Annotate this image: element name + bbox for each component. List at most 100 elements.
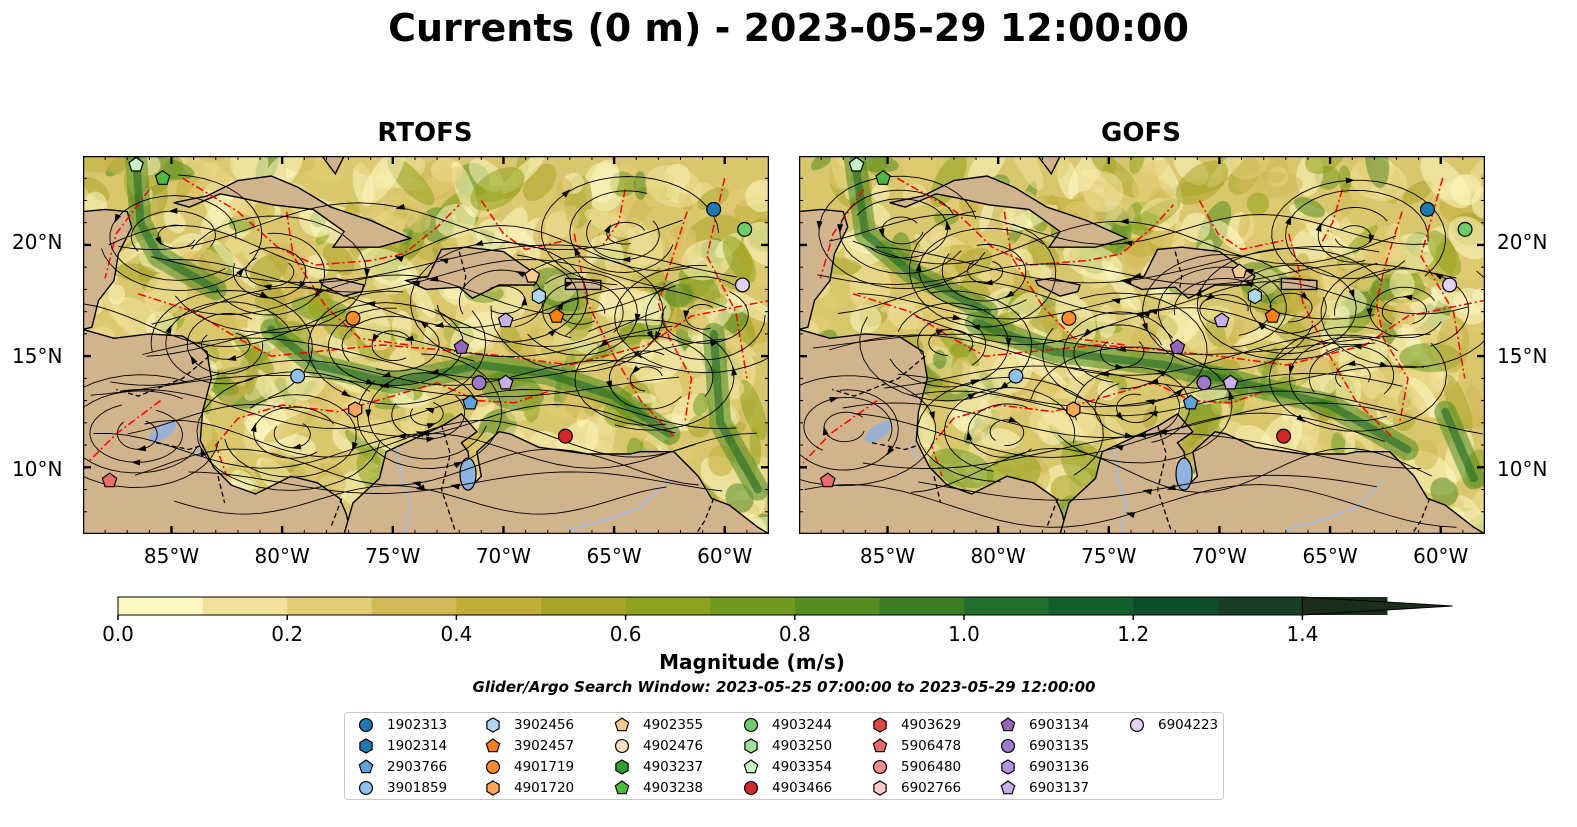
legend-marker-pentagon-icon: [872, 738, 888, 753]
streamlines: [799, 175, 1485, 528]
float-marker-4902355: [1231, 263, 1248, 279]
y-tick-20n-right: 20°N: [1497, 230, 1548, 254]
legend-marker-circle-icon: [1129, 717, 1145, 733]
legend-item-6902766: 6902766: [871, 779, 961, 797]
legend-item-4903466: 4903466: [742, 779, 832, 797]
country-border: [330, 498, 343, 528]
legend-marker-circle-icon: [358, 717, 374, 733]
legend-marker-pentagon-icon: [358, 759, 374, 774]
legend-label: 6902766: [901, 780, 962, 796]
colorbar-segment: [964, 597, 1050, 615]
float-marker-3902457: [548, 307, 565, 323]
y-tick-10n-left: 10°N: [12, 457, 63, 481]
x-tick-75W-rtofs: 75°W: [365, 544, 421, 568]
legend-label: 1902314: [387, 738, 448, 754]
colorbar-segment: [1217, 597, 1303, 615]
colorbar-tick-1.2: 1.2: [1117, 622, 1150, 646]
float-marker-3902456: [531, 287, 546, 305]
country-border: [116, 355, 210, 397]
legend-marker-hexagon-icon: [1001, 759, 1015, 775]
colorbar-segment: [710, 597, 796, 615]
colorbar-tick-1.4: 1.4: [1286, 622, 1319, 646]
float-marker-6903134: [1169, 338, 1186, 354]
legend-label: 6903135: [1029, 738, 1090, 754]
colorbar-tick-0.6: 0.6: [609, 622, 642, 646]
float-marker-4903466: [1276, 428, 1292, 444]
country-border: [871, 442, 919, 451]
land: [799, 156, 1485, 534]
float-marker-5906478: [101, 472, 118, 488]
eez-boundaries: [802, 177, 1485, 477]
legend-item-1902313: 1902313: [357, 716, 447, 734]
float-marker-4903354: [128, 156, 144, 172]
colorbar-segment: [625, 597, 711, 615]
float-marker-6903134: [453, 338, 470, 354]
legend-label: 4902476: [643, 738, 704, 754]
figure-title: Currents (0 m) - 2023-05-29 12:00:00: [388, 6, 1189, 50]
map-panel-gofs: [799, 156, 1485, 534]
map-panel-rtofs: [83, 156, 769, 534]
float-marker-4901719: [1061, 310, 1077, 326]
float-marker-4901719: [345, 310, 361, 326]
legend-item-4902355: 4902355: [613, 716, 703, 734]
river: [1112, 447, 1128, 534]
colorbar-label: Magnitude (m/s): [659, 650, 845, 674]
map-ticks: [799, 156, 1485, 534]
legend-label: 4903466: [772, 780, 833, 796]
float-marker-4903238: [875, 169, 891, 185]
legend-label: 4901720: [514, 780, 575, 796]
legend-label: 1902313: [387, 717, 448, 733]
legend-marker-hexagon-icon: [486, 717, 500, 733]
colorbar-segment: [794, 597, 880, 615]
colorbar-tick-0.8: 0.8: [778, 622, 811, 646]
float-marker-3902456: [1247, 287, 1262, 305]
float-marker-6903137: [497, 374, 514, 390]
legend-marker-hexagon-icon: [873, 780, 887, 796]
legend-marker-pentagon-icon: [1000, 780, 1016, 795]
legend-item-2903766: 2903766: [357, 758, 447, 776]
colorbar-tick-1.0: 1.0: [948, 622, 980, 646]
legend-marker-circle-icon: [358, 780, 374, 796]
country-border: [1046, 498, 1059, 528]
y-tick-10n-right: 10°N: [1497, 457, 1548, 481]
colorbar-segment: [287, 597, 373, 615]
lake-maracaibo: [1175, 457, 1193, 491]
legend-label: 4903629: [901, 717, 962, 733]
float-marker-6904223: [734, 277, 750, 293]
legend-label: 5906478: [901, 738, 962, 754]
river: [569, 477, 670, 531]
legend-label: 3902457: [514, 738, 575, 754]
legend-label: 5906480: [901, 759, 962, 775]
colorbar-segment: [118, 597, 204, 615]
search-window-text: Glider/Argo Search Window: 2023-05-25 07…: [472, 678, 1096, 696]
legend-item-4903237: 4903237: [613, 758, 703, 776]
colorbar-tick-0.0: 0.0: [102, 622, 134, 646]
float-marker-4903244: [737, 221, 753, 237]
legend-item-3902457: 3902457: [484, 737, 574, 755]
country-border: [1174, 251, 1183, 290]
legend-label: 6904223: [1158, 717, 1219, 733]
legend-item-5906480: 5906480: [871, 758, 961, 776]
legend-marker-hexagon-icon: [615, 759, 629, 775]
legend-marker-pentagon-icon: [485, 738, 501, 753]
map-frame: [799, 156, 1485, 534]
x-tick-70W-rtofs: 70°W: [475, 544, 532, 568]
legend-marker-pentagon-icon: [614, 717, 630, 732]
float-marker-4901720: [348, 401, 363, 418]
legend-label: 4901719: [514, 759, 575, 775]
legend-marker-circle-icon: [743, 717, 759, 733]
colorbar-tick-0.4: 0.4: [440, 622, 473, 646]
legend-marker-pentagon-icon: [1000, 717, 1016, 732]
panel-title-rtofs: RTOFS: [377, 118, 473, 148]
legend-label: 4903244: [772, 717, 833, 733]
float-marker-6903135: [1196, 375, 1212, 391]
x-tick-85W-rtofs: 85°W: [143, 544, 200, 568]
legend-item-1902314: 1902314: [357, 737, 447, 755]
map-frame: [83, 156, 769, 534]
float-marker-6903137: [497, 312, 514, 328]
float-marker-4903354: [848, 156, 865, 172]
float-marker-6903137: [1213, 312, 1230, 328]
legend-item-4902476: 4902476: [613, 737, 703, 755]
colorbar-segment: [1133, 597, 1219, 615]
float-marker-5906478: [819, 472, 836, 488]
